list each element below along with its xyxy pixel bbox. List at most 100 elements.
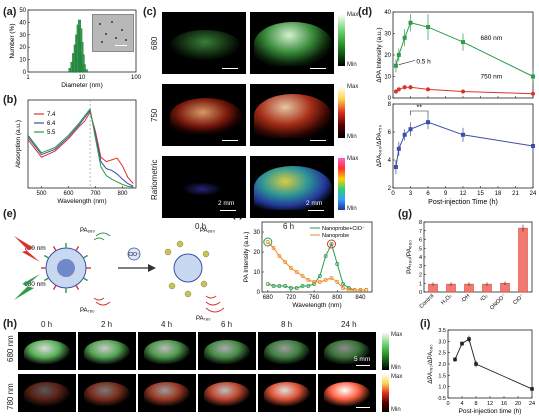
colorbar-min-label: Min <box>391 407 401 413</box>
panel-g-frame <box>423 221 533 293</box>
x-category-label: ClO⁻ <box>512 293 525 306</box>
y-tick-label: 40 <box>384 10 391 16</box>
colorbar-h-red <box>382 374 389 412</box>
x-tick-label: 0 <box>391 191 395 197</box>
signal-blob <box>264 382 310 406</box>
clo-bubble <box>127 247 141 261</box>
degraded-particle <box>173 253 203 283</box>
signal-blob <box>144 340 190 364</box>
bar <box>79 28 83 73</box>
x-tick-label: 800 <box>117 191 128 197</box>
data-point <box>352 288 357 292</box>
series-line <box>395 121 534 168</box>
panel-h-col-label: 8 h <box>281 320 293 329</box>
y-tick-label: 8 <box>419 220 422 226</box>
legend-label: 6.4 <box>47 121 56 127</box>
label-pa780-left: PA₇₈₀ <box>80 308 95 314</box>
y-tick-label: 8 <box>388 102 392 108</box>
signal-blob <box>84 382 130 406</box>
data-point <box>317 280 322 284</box>
y-tick-label: 3.5 <box>438 328 446 334</box>
x-tick-label: 24 <box>529 401 535 407</box>
x-category-label: ¹O₂ <box>479 293 489 303</box>
label-0.5h: 0.5 h <box>416 59 431 66</box>
x-tick-label: 720 <box>286 295 297 301</box>
panel-h-letter: (h) <box>3 318 18 330</box>
bar <box>70 61 74 73</box>
y-axis-label: Absorption (a.u.) <box>15 120 22 168</box>
data-point <box>393 89 398 94</box>
data-point <box>312 280 317 284</box>
laser-780-bolt <box>14 236 40 262</box>
y-tick-label: 1.0 <box>438 385 446 391</box>
data-point <box>396 146 401 151</box>
y-tick-label: 3 <box>419 264 422 270</box>
colorbar-max-label: Max <box>391 374 403 380</box>
panel-h-col-label: 0 h <box>41 320 53 329</box>
data-point <box>461 132 465 137</box>
data-point <box>288 286 293 290</box>
data-point <box>335 280 340 284</box>
data-point <box>460 341 464 346</box>
series-line <box>267 241 367 291</box>
data-point <box>323 254 328 258</box>
panel-h-col-label: 2 h <box>101 320 113 329</box>
panel-b-chart: 500 600 700 800 7.4 6.4 5.5 Wavelength (nm) Abso… <box>15 99 137 205</box>
scale-bar <box>222 68 238 69</box>
x-category-label: H₂O₂ <box>440 293 453 306</box>
significance-label: ** <box>417 105 423 112</box>
data-point <box>283 260 288 264</box>
y-tick-label: 50 <box>19 8 26 14</box>
label-750nm: 750 nm <box>481 74 503 81</box>
signal-blob <box>324 340 370 364</box>
pa-image-680-0 <box>18 332 76 370</box>
x-tick-label: 24 <box>530 191 537 197</box>
signal-blob <box>84 340 130 364</box>
x-tick-label: 3 <box>409 191 413 197</box>
bar <box>81 54 85 73</box>
data-point <box>346 286 351 290</box>
colorbar-max-label: Max <box>347 156 359 162</box>
scale-bar <box>220 210 236 211</box>
x-tick-label: 840 <box>355 295 366 301</box>
y-tick-label: 10 <box>384 75 391 81</box>
scale-bar <box>222 140 238 141</box>
data-point <box>300 274 305 278</box>
data-point <box>530 387 534 391</box>
scale-bar <box>310 140 326 141</box>
panel-i-chart: 0.5 1.0 1.5 2.0 2.5 3.0 3.5 0 4 8 12 16 20 24 Post-inj… <box>428 328 535 415</box>
dye-marker <box>52 245 57 252</box>
colorbar-green <box>338 14 345 66</box>
data-point <box>531 91 535 96</box>
dye-marker <box>75 245 80 252</box>
pa-image-780-2 <box>138 374 196 412</box>
x-tick-label: 600 <box>63 191 74 197</box>
y-tick-label: 2 <box>419 273 422 279</box>
colorbar-max-label: Max <box>391 332 403 338</box>
data-point <box>531 144 535 148</box>
scale-bar-label: 5 mm <box>354 356 371 363</box>
significance-bracket <box>410 110 429 116</box>
dye-marker <box>52 284 57 291</box>
y-tick-label: 30 <box>19 33 26 39</box>
data-point <box>329 276 334 280</box>
data-point <box>300 284 305 288</box>
panel-h-col-label: 24 h <box>341 320 357 329</box>
signal-blob <box>264 340 310 364</box>
label-clo: ClO⁻ <box>128 252 140 258</box>
signal-blob <box>24 340 70 364</box>
y-tick-label: 20 <box>19 45 26 51</box>
y-tick-label: 30 <box>253 230 260 236</box>
x-axis-label: Wavelength (nm) <box>57 198 106 205</box>
panel-e-letter: (e) <box>3 208 17 220</box>
pa-image-680-3 <box>198 332 256 370</box>
y-tick-label: 6 <box>388 130 392 136</box>
pa-image-680-4 <box>258 332 316 370</box>
y-tick-label: 0 <box>23 70 27 76</box>
y-tick-label: 0 <box>257 290 261 296</box>
panel-b-frame <box>27 99 137 189</box>
pa-image-ratio-0h: 2 mm <box>162 156 246 218</box>
x-category-label: Control <box>419 293 436 310</box>
data-point <box>306 284 311 288</box>
